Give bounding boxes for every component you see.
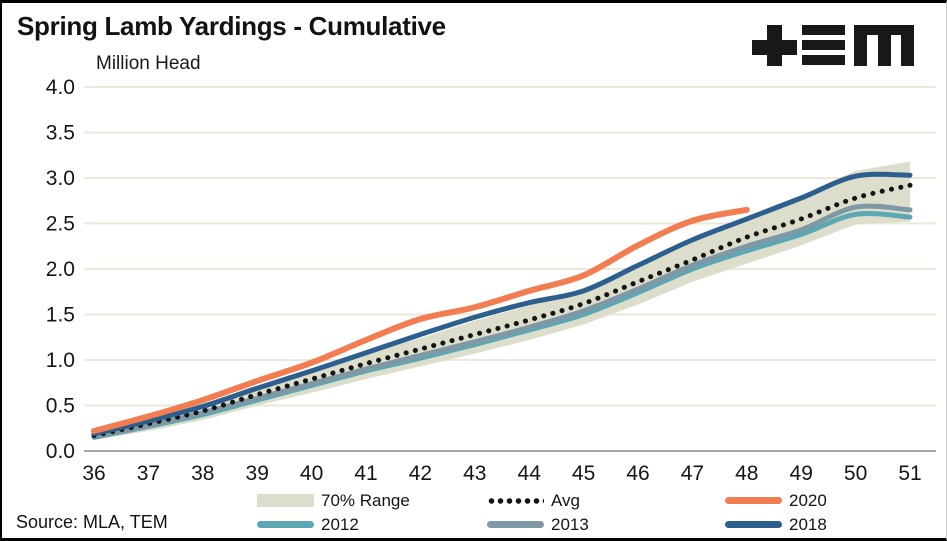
y-tick-label: 1.0 [46,349,75,372]
x-tick-label: 48 [735,462,758,485]
legend-label: 2012 [321,514,359,534]
x-tick-label: 40 [300,462,323,485]
y-tick-label: 2.5 [46,213,75,236]
x-tick-label: 42 [409,462,432,485]
page-title: Spring Lamb Yardings - Cumulative [17,11,446,41]
series-line-2013 [91,203,913,439]
legend-item-70-range: 70% Range [257,490,487,510]
source-caption: Source: MLA, TEM [16,512,168,532]
x-tick-label: 46 [626,462,649,485]
legend-label: 2020 [789,490,827,510]
legend-label: 2018 [789,514,827,534]
line-swatch-2013 [487,521,544,528]
series-line-2018 [91,171,913,437]
line-swatch-2012 [257,521,314,528]
y-tick-label: 3.5 [46,122,75,145]
x-tick-label: 51 [898,462,921,485]
y-axis-unit-label: Million Head [96,53,201,74]
x-tick-label: 39 [246,462,269,485]
x-tick-label: 44 [518,462,542,485]
triple-bar-icon [802,25,845,65]
y-tick-label: 2.0 [46,258,75,281]
legend-label: 70% Range [321,490,410,510]
legend-item-2018: 2018 [725,514,827,534]
x-tick-label: 45 [572,462,595,485]
legend-label: Avg [551,490,580,510]
legend-item-2013: 2013 [487,514,725,534]
m-glyph-icon [854,25,914,66]
x-tick-label: 41 [354,462,377,485]
tem-logo-icon [752,25,914,66]
series-line-2020 [91,206,750,434]
legend-item-avg: Avg [487,490,725,510]
legend-label: 2013 [551,514,589,534]
x-tick-label: 49 [790,462,813,485]
y-tick-label: 0.0 [46,440,75,463]
x-tick-label: 36 [82,462,105,485]
y-tick-label: 3.0 [46,167,75,190]
series-line-avg [91,182,913,439]
plot-area: 0.0 0.5 1.0 1.5 2.0 2.5 3.0 3.5 4.0 36 37 38 39 40 41 4… [46,76,936,485]
x-tick-label: 50 [844,462,867,485]
y-tick-label: 0.5 [46,395,75,418]
dotted-line-swatch [487,496,544,505]
y-tick-label: 1.5 [46,304,75,327]
x-tick-label: 43 [463,462,486,485]
line-swatch-2020 [725,497,782,504]
band-swatch [257,494,314,507]
legend: 70% Range Avg 2020 2012 2013 2018 [257,490,827,534]
x-tick-label: 38 [191,462,214,485]
x-tick-label: 47 [681,462,704,485]
legend-item-2020: 2020 [725,490,827,510]
y-tick-label: 4.0 [46,76,75,99]
legend-item-2012: 2012 [257,514,487,534]
line-swatch-2018 [725,521,782,528]
plus-icon [752,25,797,66]
x-tick-label: 37 [137,462,160,485]
